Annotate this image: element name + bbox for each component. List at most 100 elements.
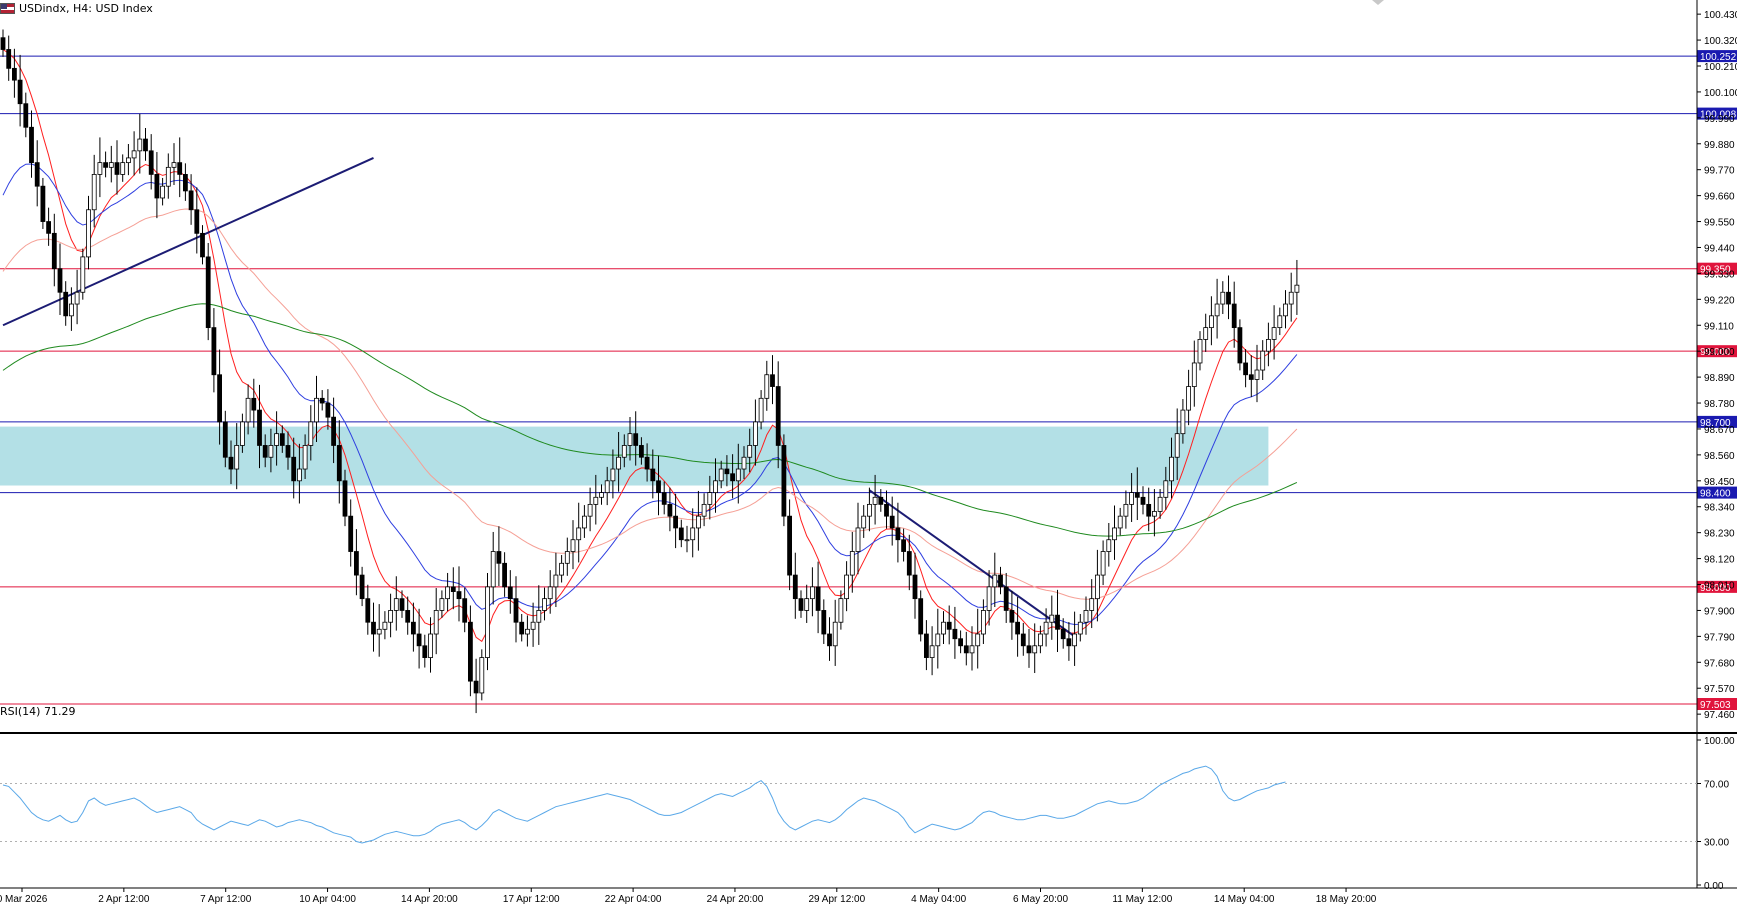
candle-body	[23, 103, 29, 128]
candle-body	[758, 397, 764, 423]
candle	[279, 425, 285, 453]
time-tick-label: 11 May 12:00	[1112, 894, 1172, 905]
candle-body	[1220, 291, 1226, 305]
candle-body	[1237, 327, 1243, 364]
level-badge-98.700	[1697, 415, 1737, 428]
candle	[467, 605, 473, 697]
candle-body	[433, 610, 439, 635]
candle-body	[1077, 621, 1083, 635]
price-tick-label: 100.430	[1704, 10, 1737, 21]
candle	[1163, 466, 1169, 510]
candle	[1169, 437, 1174, 499]
candle-body	[855, 527, 861, 552]
candle	[855, 502, 861, 575]
candle-body	[1049, 614, 1055, 623]
scroll-marker-icon[interactable]	[1372, 0, 1384, 5]
candle-body	[410, 621, 416, 635]
candle-body	[844, 574, 849, 600]
candle-body	[553, 574, 559, 588]
candle-body	[63, 291, 69, 317]
time-tick-label: 14 May 04:00	[1214, 894, 1275, 905]
candle	[1043, 608, 1049, 647]
price-tick-label: 99.550	[1704, 218, 1735, 229]
candle-body	[1026, 645, 1032, 654]
candle-body	[126, 157, 131, 164]
candle-body	[234, 445, 240, 470]
candle-body	[547, 586, 553, 600]
candle-body	[285, 445, 291, 458]
candle	[97, 137, 103, 198]
candle	[1015, 597, 1020, 657]
candle-body	[895, 527, 901, 541]
candle	[519, 613, 525, 642]
candle	[667, 487, 673, 532]
candle-body	[998, 574, 1003, 588]
candle	[1231, 281, 1237, 348]
candle	[810, 567, 815, 617]
price-tick-label: 97.790	[1704, 632, 1735, 643]
candle-body	[564, 551, 570, 564]
candle	[485, 572, 490, 671]
candle-body	[867, 503, 872, 517]
candle	[872, 474, 878, 525]
rsi-line	[2, 765, 1286, 844]
candle-body	[684, 539, 690, 542]
candle	[753, 399, 758, 466]
candle-body	[319, 397, 325, 404]
candle-body	[467, 621, 473, 682]
candle-body	[456, 591, 462, 600]
candle	[1214, 278, 1220, 339]
candle	[542, 587, 547, 621]
time-tick-label: 2 Apr 12:00	[98, 894, 150, 905]
candle-body	[405, 610, 411, 623]
candle-body	[724, 468, 730, 475]
candle	[975, 608, 981, 669]
candle-body	[239, 421, 245, 446]
candle-body	[342, 480, 348, 517]
candle	[827, 617, 832, 661]
candle-body	[51, 232, 57, 270]
candle-body	[559, 562, 564, 576]
level-badge-98.400	[1697, 486, 1737, 499]
candle	[935, 608, 941, 669]
time-tick-label: 24 Apr 20:00	[707, 894, 764, 905]
candle-body	[889, 515, 895, 529]
candle-body	[154, 174, 160, 199]
candle-body	[1129, 492, 1134, 505]
candle	[1174, 408, 1180, 480]
candle-body	[416, 633, 422, 647]
candle	[23, 92, 29, 138]
candle	[291, 437, 297, 499]
candle	[815, 561, 821, 634]
candle	[929, 626, 935, 676]
candle	[302, 434, 308, 479]
candle	[188, 174, 194, 225]
candle	[143, 127, 148, 161]
candle-body	[958, 638, 963, 647]
candle-body	[1060, 628, 1066, 640]
time-tick-label: 10 Apr 04:00	[299, 894, 356, 905]
candle-body	[1003, 586, 1009, 611]
trendline-2[interactable]	[868, 489, 1076, 638]
time-tick-label: 18 May 20:00	[1316, 894, 1377, 905]
price-tick-label: 97.460	[1704, 710, 1735, 721]
candle	[1203, 313, 1209, 352]
candle	[1260, 340, 1266, 381]
candle	[239, 413, 245, 453]
price-tick-label: 97.680	[1704, 658, 1735, 669]
candle-body	[963, 645, 969, 654]
candle	[507, 570, 513, 614]
candle	[1026, 629, 1032, 668]
candle	[941, 611, 946, 644]
candle	[462, 587, 468, 633]
candle-body	[1231, 303, 1237, 329]
candle-body	[1163, 480, 1169, 498]
candle-body	[314, 397, 319, 423]
candle	[656, 455, 661, 516]
candle-body	[257, 409, 262, 446]
price-tick-label: 97.570	[1704, 684, 1735, 695]
candle-body	[353, 551, 359, 576]
candle-body	[741, 456, 747, 470]
candle	[1066, 621, 1072, 661]
